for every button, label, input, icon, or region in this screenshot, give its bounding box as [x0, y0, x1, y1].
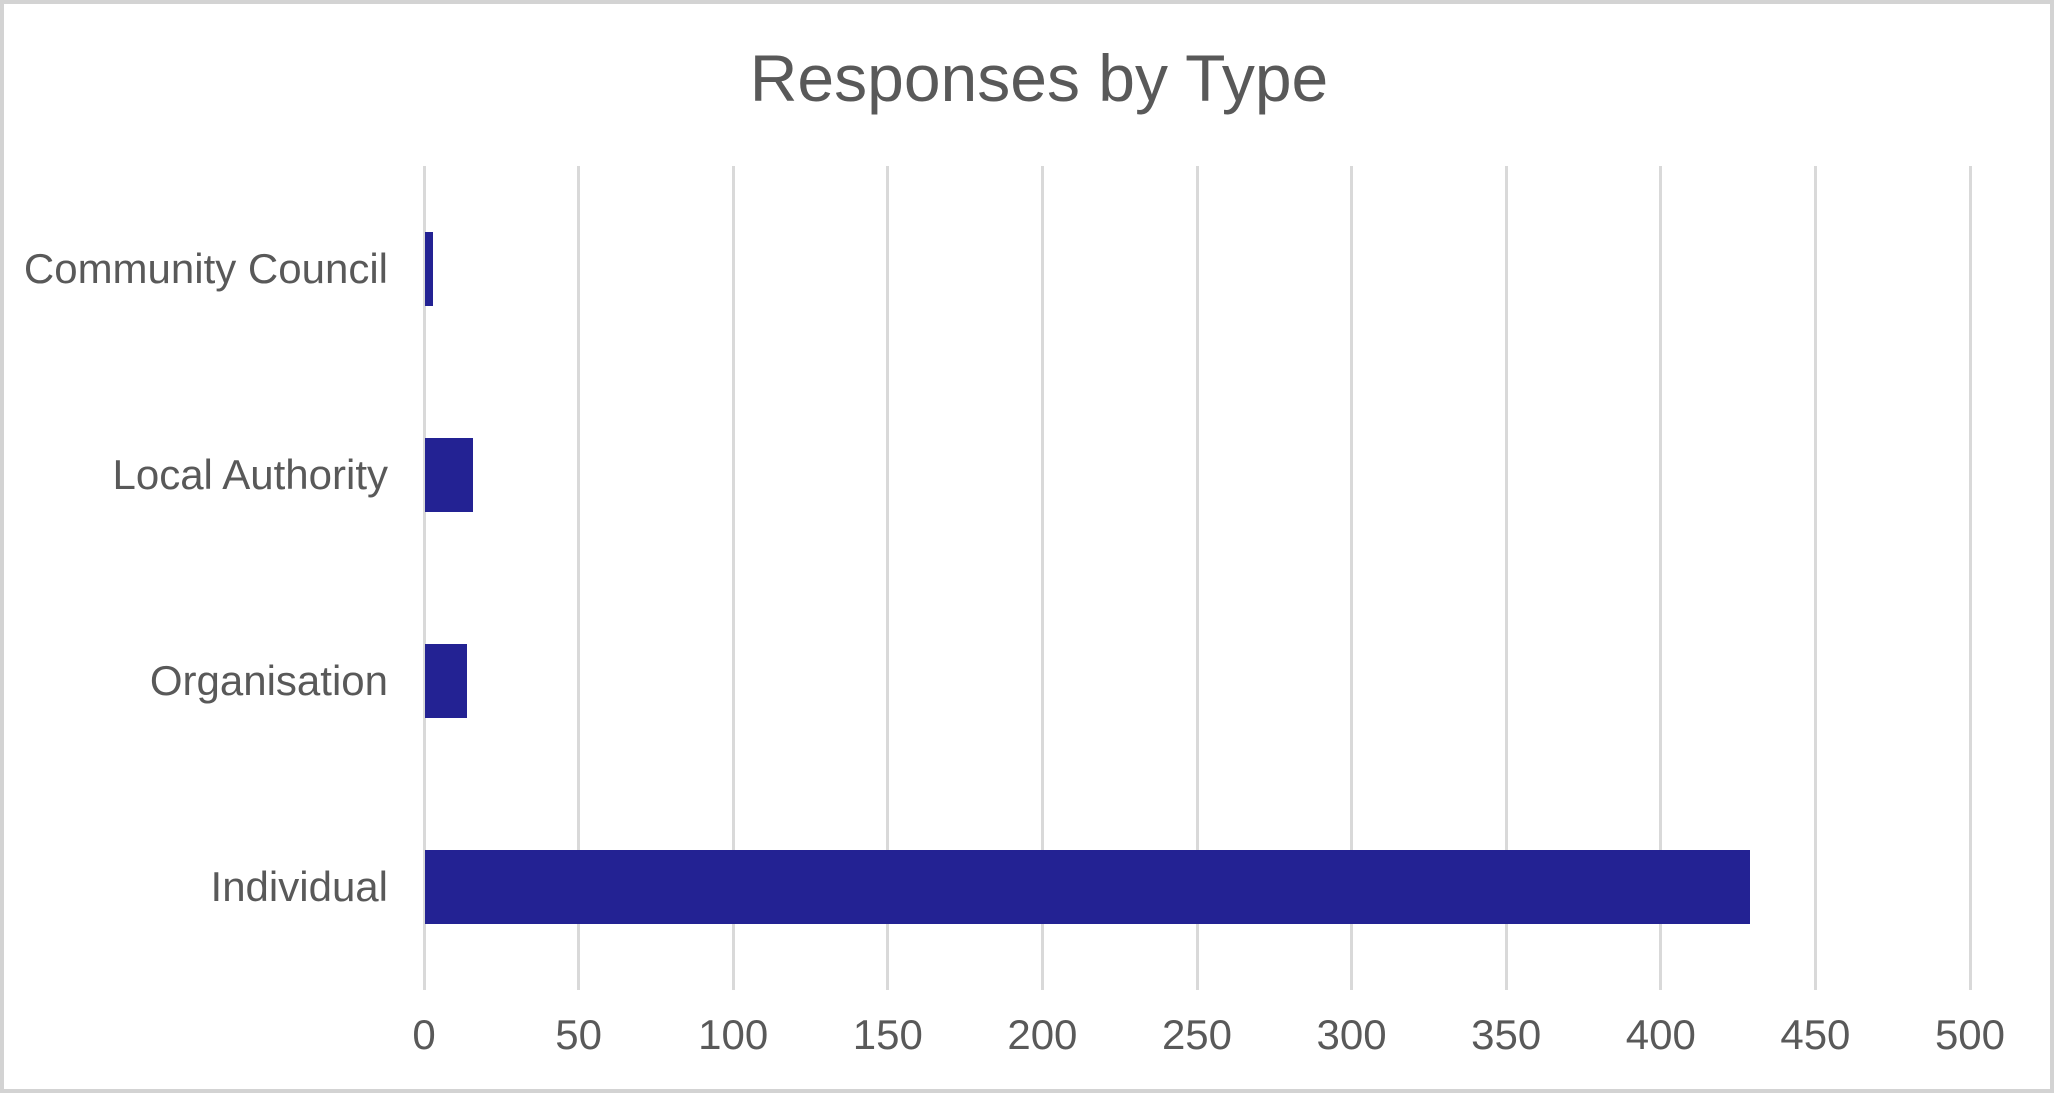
x-tick-label-500: 500: [1934, 1011, 2006, 1058]
category-label-individual: Individual: [210, 863, 388, 910]
category-label-organisation: Organisation: [149, 657, 388, 704]
x-tick-label-200: 200: [1007, 1011, 1078, 1058]
category-label-community-council: Community Council: [23, 245, 388, 292]
x-tick-label-300: 300: [1316, 1011, 1387, 1058]
gridline-300: [1350, 166, 1354, 990]
bar-local-authority: [425, 438, 474, 512]
gridline-50: [577, 166, 581, 990]
bar-individual: [425, 850, 1751, 924]
x-tick-label-450: 450: [1780, 1011, 1851, 1058]
gridline-100: [731, 166, 735, 990]
gridline-350: [1504, 166, 1508, 990]
x-tick-label-50: 50: [555, 1011, 602, 1058]
chart-title: Responses by Type: [749, 41, 1329, 115]
gridline-200: [1040, 166, 1044, 990]
gridline-500: [1968, 166, 1972, 990]
category-label-local-authority: Local Authority: [112, 451, 388, 498]
gridline-250: [1195, 166, 1199, 990]
x-tick-label-350: 350: [1471, 1011, 1542, 1058]
x-tick-label-0: 0: [412, 1011, 436, 1058]
bar-community-council: [425, 232, 434, 306]
x-tick-label-150: 150: [852, 1011, 923, 1058]
gridline-150: [886, 166, 890, 990]
bar-organisation: [425, 644, 468, 718]
gridline-400: [1659, 166, 1663, 990]
x-tick-label-400: 400: [1625, 1011, 1696, 1058]
gridline-450: [1813, 166, 1817, 990]
x-tick-label-100: 100: [698, 1011, 769, 1058]
gridline-0: [422, 166, 426, 990]
x-tick-label-250: 250: [1161, 1011, 1233, 1058]
